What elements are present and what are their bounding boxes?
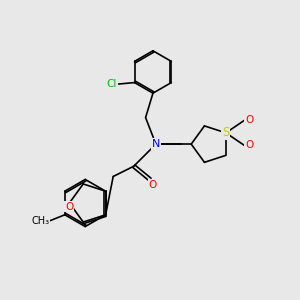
Text: N: N <box>152 139 160 149</box>
Text: O: O <box>149 180 157 190</box>
Text: S: S <box>222 126 230 140</box>
Text: O: O <box>245 140 253 150</box>
Text: Cl: Cl <box>107 79 117 89</box>
Text: O: O <box>65 202 74 212</box>
Text: O: O <box>245 116 253 125</box>
Text: CH₃: CH₃ <box>31 216 50 226</box>
